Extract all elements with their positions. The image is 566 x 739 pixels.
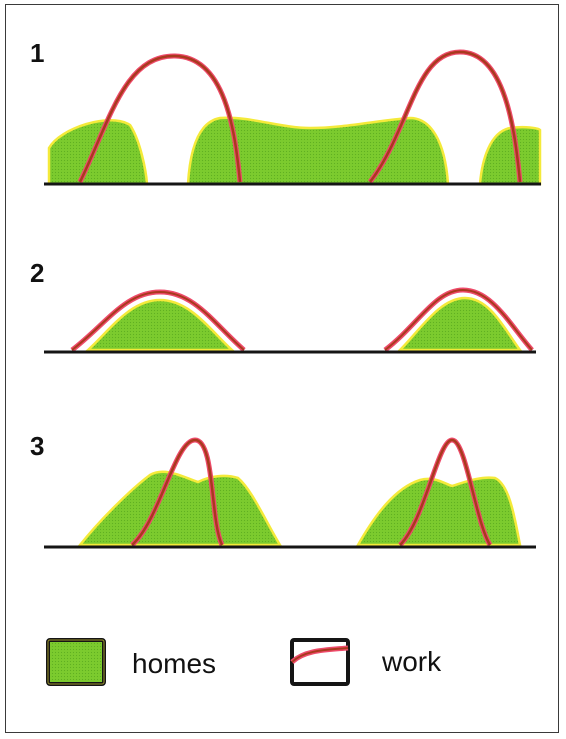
panel-2-work-curve-left-core xyxy=(71,290,245,351)
panel-1-number: 1 xyxy=(30,38,44,68)
panel-1-homes-area-right xyxy=(478,125,542,186)
panel-3-number: 3 xyxy=(30,431,44,461)
panel-3-homes-area-left xyxy=(77,470,283,547)
panel-2-homes-area-right xyxy=(396,296,523,352)
panel-3-work-curve-left-core xyxy=(131,438,224,546)
legend-work-swatch xyxy=(290,638,350,686)
legend-homes-swatch xyxy=(46,638,106,686)
panel-3-work-curve-right-core xyxy=(399,438,492,546)
panel-1-homes-area-middle xyxy=(186,116,450,186)
panel-3-homes-area-right xyxy=(355,476,522,547)
panel-2-homes-area-left xyxy=(84,298,236,352)
panel-1-work-curve-right-core xyxy=(369,50,522,183)
panel-2: 2 xyxy=(30,258,536,354)
legend-homes-label: homes xyxy=(132,648,216,679)
panel-1-homes-area-left xyxy=(47,119,149,186)
panel-1-work-curve-left-core xyxy=(78,54,242,183)
panel-2-work-curve-right-core xyxy=(384,288,533,351)
panel-2-number: 2 xyxy=(30,258,44,288)
legend: homes work xyxy=(46,638,442,686)
panel-3: 3 xyxy=(30,431,536,549)
panel-1: 1 xyxy=(30,38,542,186)
legend-work-label: work xyxy=(381,646,442,677)
